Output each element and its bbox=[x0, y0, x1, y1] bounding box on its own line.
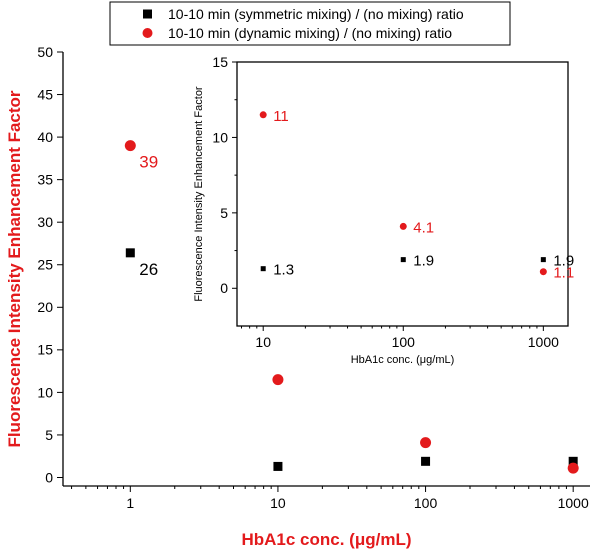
main-square-point bbox=[273, 461, 283, 471]
main-square-point bbox=[568, 456, 578, 466]
main-y-tick-label: 35 bbox=[37, 172, 53, 188]
inset-y-tick-label: 10 bbox=[212, 129, 228, 145]
main-y-axis-title: Fluorescence Intensity Enhancement Facto… bbox=[5, 90, 24, 447]
main-y-tick-label: 45 bbox=[37, 86, 53, 102]
main-x-tick-label: 1 bbox=[126, 495, 134, 511]
legend-entry: 10-10 min (dynamic mixing) / (no mixing)… bbox=[168, 25, 452, 41]
main-circle-point bbox=[124, 140, 136, 152]
inset-data-label: 1.9 bbox=[553, 253, 574, 270]
main-y-tick-label: 25 bbox=[37, 257, 53, 273]
main-y-tick-label: 10 bbox=[37, 384, 53, 400]
inset-frame bbox=[236, 61, 569, 327]
inset-data-label: 1.9 bbox=[413, 253, 434, 270]
inset-square-point bbox=[400, 257, 406, 263]
inset-circle-point bbox=[399, 222, 407, 230]
main-y-tick-label: 5 bbox=[45, 427, 53, 443]
main-y-tick-label: 40 bbox=[37, 129, 53, 145]
inset-y-axis-title: Fluorescence Intensity Enhancement Facto… bbox=[193, 86, 205, 302]
legend-box bbox=[109, 1, 511, 46]
legend-square-marker bbox=[143, 9, 152, 19]
inset-x-tick-label: 1000 bbox=[528, 334, 559, 350]
main-circle-point bbox=[567, 462, 579, 474]
main-x-tick-label: 100 bbox=[414, 495, 438, 511]
inset-y-tick-label: 15 bbox=[212, 54, 228, 70]
inset-data-label: 11 bbox=[273, 108, 289, 125]
main-x-tick-label: 1000 bbox=[558, 495, 589, 511]
inset-data-label: 1.3 bbox=[273, 262, 294, 279]
main-x-axis-title: HbA1c conc. (μg/mL) bbox=[241, 530, 411, 549]
legend-circle-marker bbox=[142, 28, 153, 38]
inset-y-tick-label: 5 bbox=[220, 205, 228, 221]
inset-data-label: 1.1 bbox=[553, 265, 574, 282]
main-circle-point bbox=[272, 374, 284, 386]
inset-plot: 0 5 10 15 10 100 1000 HbA1c conc. (μg/mL) Fluore… bbox=[193, 54, 574, 366]
inset-circle-point bbox=[539, 268, 547, 276]
main-square-point bbox=[421, 456, 431, 466]
main-y-tick-label: 50 bbox=[37, 44, 53, 60]
inset-x-axis-title: HbA1c conc. (μg/mL) bbox=[351, 354, 455, 366]
inset-square-point bbox=[540, 257, 546, 263]
main-data-label: 26 bbox=[139, 260, 158, 279]
legend-entry: 10-10 min (symmetric mixing) / (no mixin… bbox=[168, 6, 464, 22]
inset-circle-point bbox=[259, 111, 267, 119]
inset-y-tick-label: 0 bbox=[220, 280, 228, 296]
inset-x-tick-label: 100 bbox=[392, 334, 416, 350]
main-circle-point bbox=[420, 437, 432, 449]
main-x-tick-label: 10 bbox=[270, 495, 286, 511]
inset-x-tick-label: 10 bbox=[255, 334, 271, 350]
main-y-tick-label: 20 bbox=[37, 299, 53, 315]
main-y-tick-label: 0 bbox=[45, 469, 53, 485]
main-y-tick-label: 15 bbox=[37, 342, 53, 358]
main-y-tick-label: 30 bbox=[37, 214, 53, 230]
inset-square-point bbox=[260, 266, 266, 272]
legend: 10-10 min (symmetric mixing) / (no mixin… bbox=[109, 1, 511, 46]
main-data-label: 39 bbox=[139, 153, 158, 172]
inset-data-label: 4.1 bbox=[413, 219, 434, 236]
main-square-point bbox=[125, 248, 135, 258]
